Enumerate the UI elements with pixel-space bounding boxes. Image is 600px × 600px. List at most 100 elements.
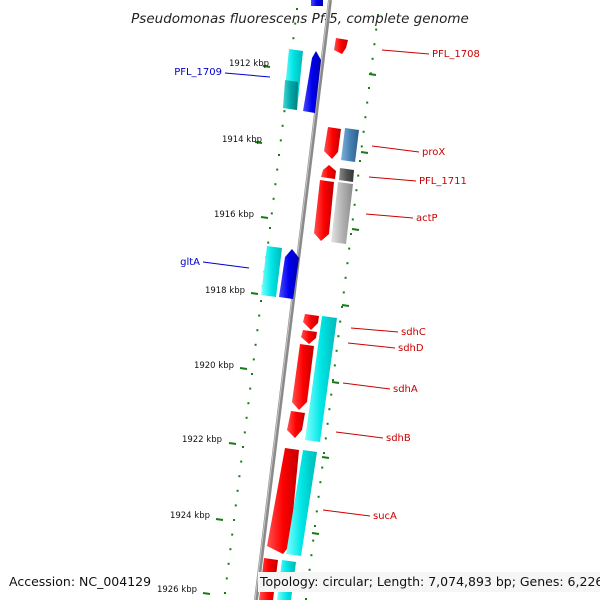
ring-dot <box>281 124 284 127</box>
kbp-ticks: 1912 kbp 1914 kbp 1916 kbp 1918 kbp 1920 kbp… <box>157 59 377 595</box>
gene-label: sdhA <box>393 384 418 395</box>
gene-feature-glta <box>279 249 299 299</box>
ring-dot <box>272 197 275 200</box>
ring-dot <box>278 154 280 156</box>
ring-dot <box>319 481 322 484</box>
ring-dot <box>377 14 379 16</box>
ring-dot <box>269 227 271 229</box>
tick-label: 1912 kbp <box>229 59 269 69</box>
gene-feature-prox-steel <box>341 128 359 162</box>
ring-dot <box>314 525 316 527</box>
ring-dot <box>260 300 262 302</box>
ring-dot <box>360 145 363 148</box>
tick-label: 1914 kbp <box>222 135 262 145</box>
ring-dot <box>321 466 324 469</box>
ring-dot <box>324 437 327 440</box>
gene-feature <box>311 0 323 6</box>
leader-line <box>342 382 391 390</box>
ring-dot <box>267 241 270 244</box>
gene-feature-sdh-cyan <box>305 316 337 442</box>
tick-label: 1922 kbp <box>182 435 222 445</box>
tick-mark-inner <box>202 592 211 595</box>
leader-line <box>322 509 371 517</box>
tick-mark-inner <box>250 292 259 295</box>
ring-dot <box>227 562 230 565</box>
tick-mark-inner <box>262 65 271 68</box>
tick-mark-inner <box>215 518 224 521</box>
ring-dot <box>245 416 248 419</box>
ring-dot <box>236 489 239 492</box>
gene-feature-pfl1709-teal <box>283 80 298 110</box>
ring-dot <box>350 233 352 235</box>
ring-dot <box>225 577 228 580</box>
ring-dot <box>294 22 297 25</box>
tick-mark-outer <box>368 73 377 76</box>
gene-features <box>259 0 359 600</box>
genome-backbone <box>254 0 332 600</box>
ring-dot <box>308 568 311 571</box>
leader-line <box>381 49 430 55</box>
gene-feature-pfl1711 <box>321 165 336 179</box>
tick-mark-inner <box>239 367 248 370</box>
ring-dot <box>339 320 342 323</box>
leader-line <box>335 431 384 439</box>
tick-label: 1916 kbp <box>214 210 254 220</box>
topology-text: Topology: circular; Length: 7,074,893 bp… <box>258 572 600 592</box>
map-title: Pseudomonas fluorescens Pf-5, complete g… <box>131 11 469 27</box>
ring-dot <box>328 408 331 411</box>
ring-dot <box>332 379 334 381</box>
ring-dot <box>364 116 367 119</box>
leader-line <box>368 176 417 182</box>
gene-feature-sdha <box>292 344 314 410</box>
ring-dot <box>224 592 226 594</box>
ring-dot <box>249 387 252 390</box>
gene-feature-sdhb <box>287 411 305 438</box>
tick-label: 1920 kbp <box>194 361 234 371</box>
ring-dot <box>252 358 255 361</box>
ring-dot <box>323 452 325 454</box>
ring-dot <box>371 57 374 60</box>
ring-dot <box>270 212 273 215</box>
ring-dot <box>362 130 365 133</box>
tick-mark-outer <box>341 304 350 307</box>
ring-dot <box>296 8 298 10</box>
gene-feature <box>334 38 348 54</box>
gene-feature-pfl1711-dark <box>339 168 354 182</box>
ring-dot <box>366 101 369 104</box>
ring-dot <box>283 110 286 113</box>
ring-dot <box>337 335 340 338</box>
gene-label: PFL_1708 <box>432 49 480 60</box>
ring-dot <box>341 306 343 308</box>
dotted-tick-rings <box>224 8 379 600</box>
ring-dot <box>326 422 329 425</box>
gene-feature-suca-cyan <box>286 450 317 556</box>
gene-feature-sdhc <box>303 314 319 330</box>
label-leader-lines <box>202 49 430 517</box>
ring-dot <box>375 28 378 31</box>
leader-line <box>350 327 399 333</box>
tick-mark-inner <box>254 141 263 144</box>
gene-label: PFL_1711 <box>419 176 467 187</box>
ring-dot <box>234 504 237 507</box>
ring-dot <box>355 189 358 192</box>
ring-dot <box>330 393 333 396</box>
accession-text: Accession: NC_004129 <box>9 574 152 589</box>
tick-mark-outer <box>360 151 369 154</box>
tick-label: 1918 kbp <box>205 286 245 296</box>
ring-dot <box>242 446 244 448</box>
leader-line <box>347 342 396 349</box>
ring-dot <box>315 510 318 513</box>
ring-dot <box>276 168 279 171</box>
tick-mark-outer <box>311 532 320 535</box>
ring-dot <box>305 598 307 600</box>
gene-label: sucA <box>373 511 397 522</box>
leader-line <box>365 213 414 219</box>
ring-dot <box>359 160 361 162</box>
gene-feature-actp-gray <box>331 182 353 244</box>
ring-dot <box>231 533 234 536</box>
ring-dot <box>274 183 277 186</box>
ring-dot <box>353 203 356 206</box>
ring-dot <box>251 373 253 375</box>
ring-dot <box>279 139 282 142</box>
